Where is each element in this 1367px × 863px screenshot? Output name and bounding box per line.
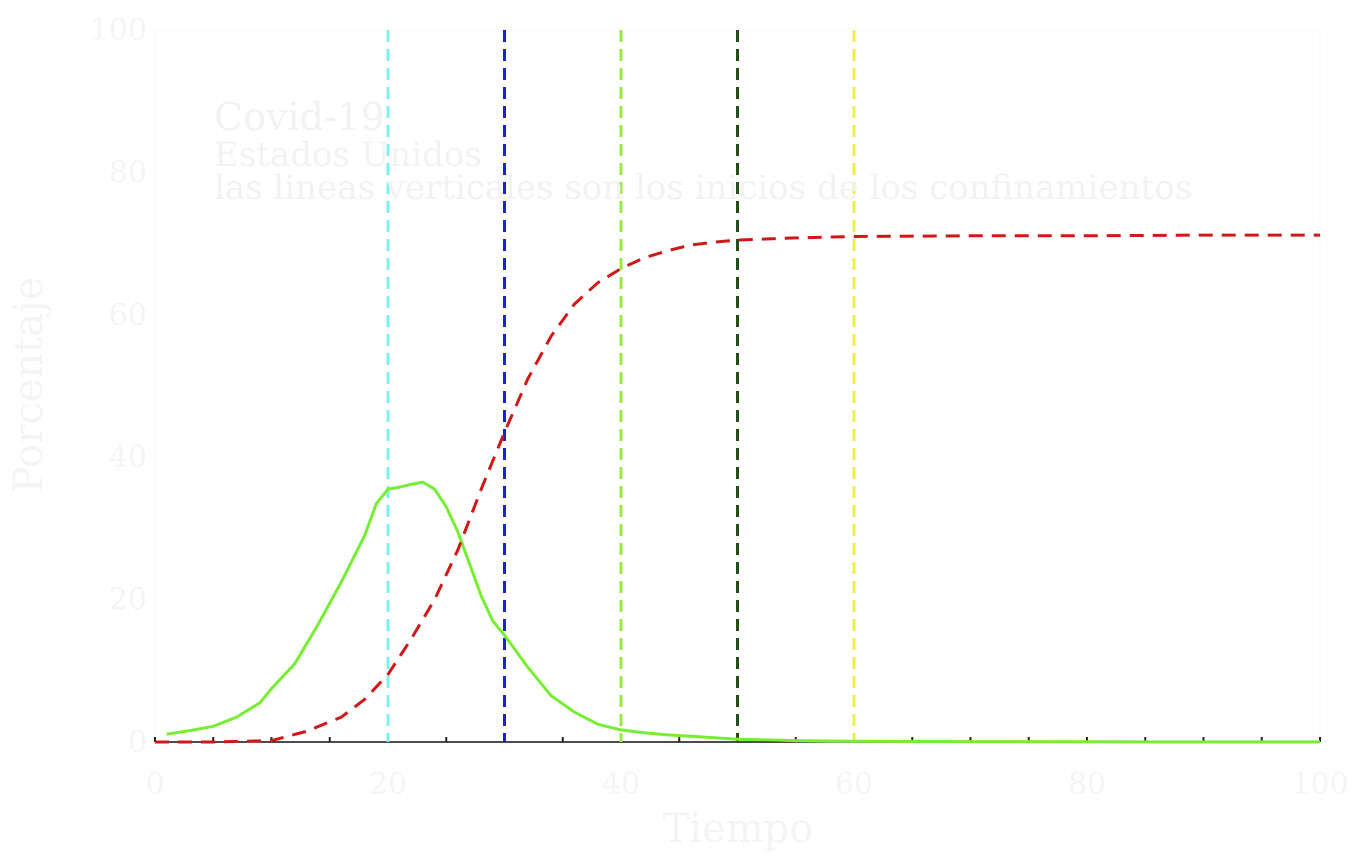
y-axis-title: Porcentaje — [6, 277, 52, 493]
series-line-2 — [155, 233, 1320, 744]
series-group — [155, 233, 1320, 744]
lockdown-lines — [386, 30, 856, 742]
annotation-country: Estados Unidos — [214, 135, 482, 175]
x-tick-label: 100 — [1291, 767, 1348, 802]
annotation-title: Covid-19 — [214, 95, 385, 139]
series-line-1 — [166, 480, 1320, 744]
y-tick-label: 20 — [109, 583, 147, 618]
y-tick-label: 60 — [109, 298, 147, 333]
x-tick-label: 60 — [835, 767, 873, 802]
x-tick-label: 80 — [1068, 767, 1106, 802]
x-tick-label: 0 — [145, 767, 164, 802]
x-tick-label: 40 — [602, 767, 640, 802]
y-tick-label: 100 — [90, 13, 147, 48]
y-tick-label: 40 — [109, 440, 147, 475]
annotation-note: las lineas verticales son los inicios de… — [214, 168, 1192, 208]
x-tick-label: 20 — [369, 767, 407, 802]
tick-labels: 0 20 40 60 80 100 0 20 40 60 80 100 — [90, 13, 1349, 802]
y-tick-label: 0 — [128, 725, 147, 760]
y-tick-label: 80 — [109, 155, 147, 190]
x-axis-title: Tiempo — [663, 806, 814, 852]
